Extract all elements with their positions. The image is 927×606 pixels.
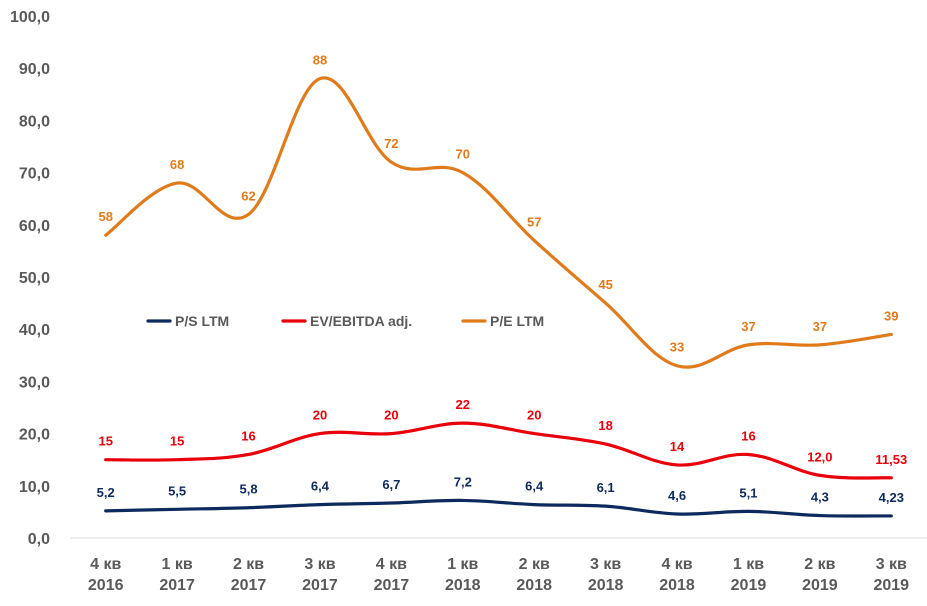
data-label: 68	[170, 157, 184, 172]
legend-label: EV/EBITDA adj.	[310, 313, 412, 329]
data-label: 11,53	[875, 452, 907, 467]
y-tick-label: 70,0	[19, 166, 50, 183]
x-tick-label: 4 кв 2018	[659, 556, 695, 594]
data-label: 72	[384, 136, 398, 151]
data-label: 20	[384, 408, 398, 423]
x-tick-label: 2 кв 2019	[802, 556, 838, 594]
legend-label: P/S LTM	[175, 313, 229, 329]
data-label: 6,7	[382, 477, 400, 492]
data-label: 6,4	[525, 479, 544, 494]
data-label: 20	[527, 408, 541, 423]
data-label: 70	[456, 147, 470, 162]
data-label: 15	[98, 434, 112, 449]
data-label: 12,0	[807, 449, 832, 464]
x-tick-label: 4 кв 2016	[88, 556, 124, 594]
data-label: 20	[313, 408, 327, 423]
data-label: 14	[670, 439, 685, 454]
series-lines	[104, 76, 893, 518]
data-label: 37	[741, 319, 755, 334]
data-label: 4,6	[668, 488, 686, 503]
y-axis: 0,0 10,0 20,0 30,0 40,0 50,0 60,0 70,0 80,0 90,0 1…	[10, 9, 50, 548]
x-tick-label: 3 кв 2018	[588, 556, 624, 594]
y-tick-label: 10,0	[19, 479, 50, 496]
data-label: 6,4	[311, 479, 330, 494]
y-tick-label: 100,0	[10, 9, 50, 26]
data-label: 18	[598, 418, 612, 433]
y-tick-label: 20,0	[19, 427, 50, 444]
data-label: 5,5	[168, 483, 186, 498]
x-tick-label: 4 кв 2017	[374, 556, 410, 594]
legend: P/S LTM EV/EBITDA adj. P/E LTM	[146, 313, 544, 329]
data-label: 6,1	[597, 480, 615, 495]
x-tick-label: 2 кв 2017	[231, 556, 267, 594]
y-tick-label: 50,0	[19, 270, 50, 287]
series-line-2	[104, 76, 893, 369]
x-tick-label: 3 кв 2019	[873, 556, 909, 594]
x-tick-label: 3 кв 2017	[302, 556, 338, 594]
data-label: 62	[241, 188, 255, 203]
data-label: 4,3	[811, 490, 829, 505]
series-line-1	[104, 421, 893, 480]
y-tick-label: 40,0	[19, 322, 50, 339]
y-tick-label: 60,0	[19, 218, 50, 235]
data-label: 37	[813, 319, 827, 334]
x-tick-label: 1 кв 2018	[445, 556, 481, 594]
x-tick-label: 1 кв 2019	[731, 556, 767, 594]
data-label: 58	[98, 209, 112, 224]
data-label: 5,2	[97, 485, 115, 500]
y-tick-label: 30,0	[19, 374, 50, 391]
y-tick-label: 80,0	[19, 113, 50, 130]
y-tick-label: 90,0	[19, 61, 50, 78]
data-label: 5,1	[739, 485, 757, 500]
x-axis: 4 кв 2016 1 кв 2017 2 кв 2017 3 кв 2017 4 кв 2017…	[70, 537, 927, 594]
data-label: 57	[527, 214, 541, 229]
data-labels: 5,2 5,5 5,8 6,4 6,7 7,2 6,4 6,1 4,6 5,1 4,3 4,23 15 1…	[97, 53, 908, 505]
data-label: 15	[170, 434, 184, 449]
data-label: 16	[741, 428, 755, 443]
data-label: 7,2	[454, 474, 472, 489]
data-label: 16	[241, 428, 255, 443]
data-label: 4,23	[879, 490, 904, 505]
data-label: 33	[670, 340, 684, 355]
x-tick-label: 2 кв 2018	[516, 556, 552, 594]
y-tick-label: 0,0	[28, 531, 50, 548]
data-label: 5,8	[240, 482, 258, 497]
legend-label: P/E LTM	[490, 313, 544, 329]
data-label: 22	[456, 397, 470, 412]
data-label: 39	[884, 308, 898, 323]
x-tick-label: 1 кв 2017	[159, 556, 195, 594]
data-label: 88	[313, 53, 327, 68]
data-label: 45	[598, 277, 612, 292]
series-line-0	[104, 498, 893, 518]
